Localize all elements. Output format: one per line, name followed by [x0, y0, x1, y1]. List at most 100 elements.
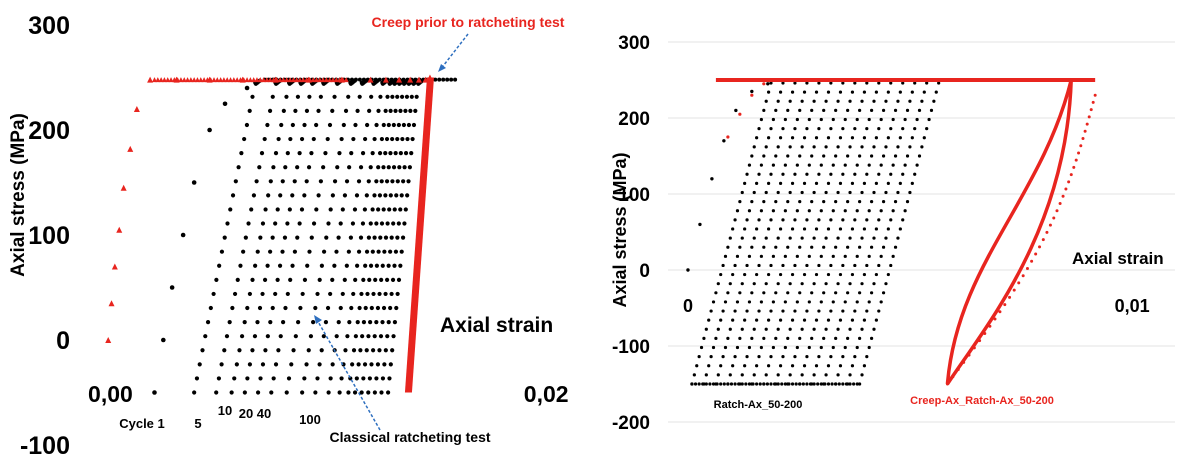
black-point [829, 355, 833, 359]
black-point [239, 151, 244, 156]
black-point [826, 318, 831, 322]
black-point [874, 181, 878, 185]
red-point [133, 106, 140, 112]
black-point [394, 305, 399, 311]
black-point [395, 94, 400, 99]
black-point [318, 179, 323, 184]
black-point [872, 99, 876, 103]
black-point [735, 300, 740, 304]
black-point [776, 145, 780, 149]
black-point [908, 190, 912, 195]
black-point [401, 122, 406, 128]
black-point [707, 364, 711, 368]
black-point [891, 254, 895, 258]
black-point [363, 305, 368, 311]
black-point [838, 136, 843, 140]
black-point [805, 355, 809, 359]
black-point [242, 319, 247, 325]
black-point [831, 117, 835, 122]
black-point [371, 348, 376, 353]
red-point [116, 226, 123, 233]
black-point [771, 345, 775, 350]
red-point [1091, 100, 1095, 104]
black-point [757, 127, 761, 131]
black-point [356, 362, 361, 367]
black-point [814, 136, 819, 140]
black-point [884, 99, 888, 103]
black-point [384, 136, 390, 142]
black-point [393, 249, 399, 254]
black-point [234, 362, 239, 367]
black-point [934, 90, 938, 94]
black-point [364, 348, 369, 353]
black-point [757, 218, 761, 222]
black-point [767, 181, 771, 185]
black-point [798, 336, 802, 340]
black-point [386, 122, 391, 128]
black-point [219, 362, 224, 367]
black-point [350, 221, 356, 226]
black-point [925, 81, 929, 85]
black-point [855, 345, 859, 350]
black-point [374, 122, 379, 128]
y-tick-label: -100 [612, 337, 650, 358]
black-point [846, 154, 850, 158]
black-point [740, 373, 744, 377]
black-point [867, 117, 871, 122]
black-point [769, 309, 773, 313]
black-point [800, 327, 804, 331]
black-point [738, 200, 742, 204]
black-point [276, 136, 281, 142]
black-point [757, 263, 761, 268]
black-point [353, 277, 358, 282]
black-point [251, 193, 257, 198]
black-point [913, 172, 917, 176]
black-point [252, 334, 258, 339]
black-point [362, 207, 367, 212]
black-point [245, 376, 250, 381]
black-point [306, 165, 312, 170]
black-point [750, 245, 754, 249]
black-point [389, 77, 394, 82]
black-point [260, 221, 266, 226]
black-point [781, 81, 785, 85]
black-point [774, 291, 778, 295]
black-point [356, 249, 362, 254]
black-point [867, 209, 871, 213]
black-point [881, 200, 886, 204]
black-point [891, 209, 895, 213]
black-point [795, 209, 799, 213]
black-point [769, 81, 773, 85]
black-point [379, 179, 384, 184]
black-point [800, 99, 804, 103]
black-point [860, 190, 864, 195]
black-point [352, 390, 358, 395]
black-point [211, 291, 216, 297]
black-point [771, 209, 775, 213]
black-point [743, 181, 747, 185]
black-point [355, 319, 360, 325]
black-point [778, 181, 783, 185]
black-point [731, 364, 735, 368]
y-tick-label: 300 [28, 12, 70, 40]
red-point [1045, 230, 1049, 234]
black-point [767, 272, 771, 277]
black-point [295, 94, 301, 99]
black-point [377, 151, 383, 156]
black-point [275, 277, 280, 282]
black-point [862, 272, 867, 277]
red-point [152, 77, 158, 83]
black-point [339, 136, 344, 142]
black-point [385, 221, 390, 226]
red-point [271, 77, 277, 83]
black-point [877, 218, 881, 222]
black-point [865, 81, 869, 85]
black-point [778, 136, 783, 140]
black-point [409, 151, 414, 156]
black-point [886, 181, 890, 185]
black-point [893, 108, 898, 112]
black-point [737, 382, 741, 386]
black-point [373, 77, 378, 82]
black-point [334, 334, 339, 339]
black-point [686, 268, 690, 272]
